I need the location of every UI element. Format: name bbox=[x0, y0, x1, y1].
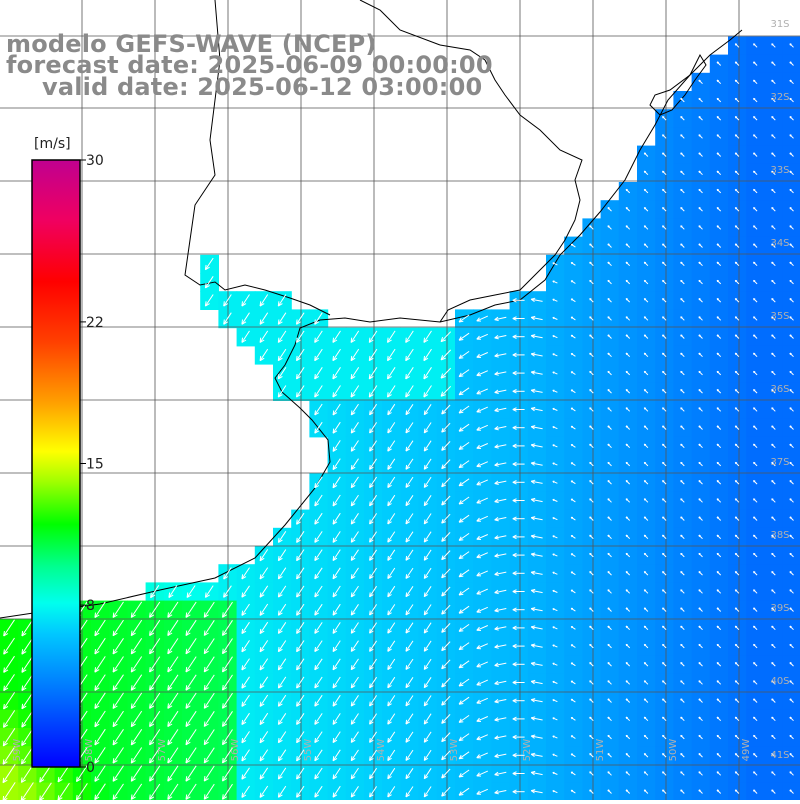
colorbar-tick-label: 22 bbox=[86, 315, 104, 331]
lat-label: 34S bbox=[770, 238, 789, 249]
lon-label: 54W bbox=[376, 739, 387, 762]
lon-label: 49W bbox=[741, 739, 752, 762]
lon-label: 58W bbox=[84, 739, 95, 762]
lat-label: 41S bbox=[770, 750, 789, 761]
lon-label: 53W bbox=[449, 739, 460, 762]
colorbar-tick-label: 30 bbox=[86, 153, 104, 169]
lat-label: 31S bbox=[770, 19, 789, 30]
colorbar-tick-label: 0 bbox=[86, 760, 95, 776]
lon-label: 56W bbox=[230, 739, 241, 762]
colorbar-unit: [m/s] bbox=[34, 136, 71, 152]
lat-label: 33S bbox=[770, 165, 789, 176]
lon-label: 50W bbox=[668, 739, 679, 762]
lat-label: 37S bbox=[770, 457, 789, 468]
lon-label: 51W bbox=[595, 739, 606, 762]
lat-label: 35S bbox=[770, 311, 789, 322]
lat-label: 32S bbox=[770, 92, 789, 103]
lat-label: 40S bbox=[770, 676, 789, 687]
lat-label: 38S bbox=[770, 530, 789, 541]
colorbar-tick-label: 8 bbox=[86, 598, 95, 614]
colorbar-gradient bbox=[32, 160, 80, 767]
lon-label: 52W bbox=[522, 739, 533, 762]
lat-label: 39S bbox=[770, 603, 789, 614]
title-valid-date: valid date: 2025-06-12 03:00:00 bbox=[42, 75, 482, 99]
lat-label: 36S bbox=[770, 384, 789, 395]
colorbar-tick-label: 15 bbox=[86, 457, 104, 473]
lon-label: 57W bbox=[157, 739, 168, 762]
lon-label: 59W bbox=[12, 739, 23, 762]
lon-label: 55W bbox=[303, 739, 314, 762]
